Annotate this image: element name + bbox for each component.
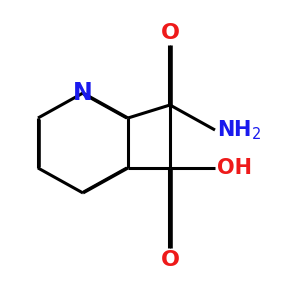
Text: OH: OH — [218, 158, 252, 178]
Text: N: N — [73, 81, 93, 105]
Text: O: O — [160, 22, 179, 43]
Text: NH$_2$: NH$_2$ — [218, 118, 262, 142]
Text: O: O — [160, 250, 179, 270]
